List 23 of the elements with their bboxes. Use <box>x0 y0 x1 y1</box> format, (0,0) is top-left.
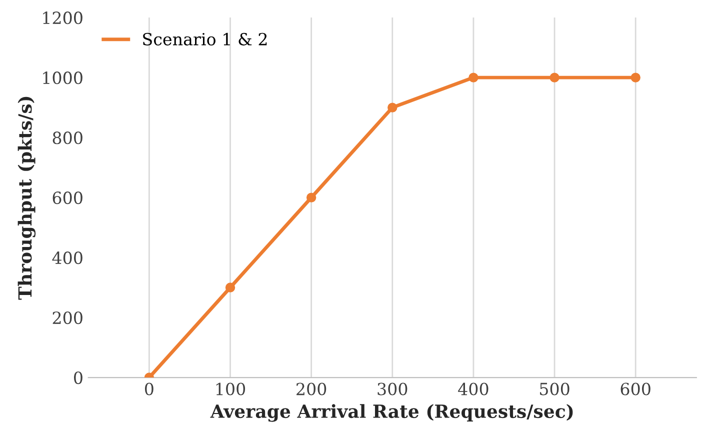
legend-label: Scenario 1 & 2 <box>143 32 267 46</box>
y-axis-title: Throughput (pkts/s) <box>18 96 36 300</box>
y-tick-label: 800 <box>52 132 82 144</box>
x-tick-label: 600 <box>620 382 650 396</box>
x-tick-label: 400 <box>458 382 488 396</box>
point <box>225 282 236 292</box>
point <box>468 72 478 82</box>
y-tick-label: 1200 <box>43 12 82 24</box>
y-tick-label: 1000 <box>43 72 82 84</box>
y-tick-label: 600 <box>52 192 82 204</box>
x-tick-label: 0 <box>144 382 154 396</box>
x-tick-label: 300 <box>378 382 408 396</box>
point <box>306 192 316 202</box>
y-tick-label: 200 <box>52 312 82 324</box>
y-tick-label: 400 <box>52 252 82 264</box>
x-tick-label: 500 <box>540 382 570 396</box>
x-tick-label: 100 <box>216 382 246 396</box>
x-axis-title: Average Arrival Rate (Requests/sec) <box>210 404 573 422</box>
point <box>550 72 560 82</box>
x-tick-label: 200 <box>296 382 326 396</box>
point <box>630 72 640 82</box>
point <box>388 102 398 112</box>
y-tick-label: 0 <box>74 372 82 384</box>
